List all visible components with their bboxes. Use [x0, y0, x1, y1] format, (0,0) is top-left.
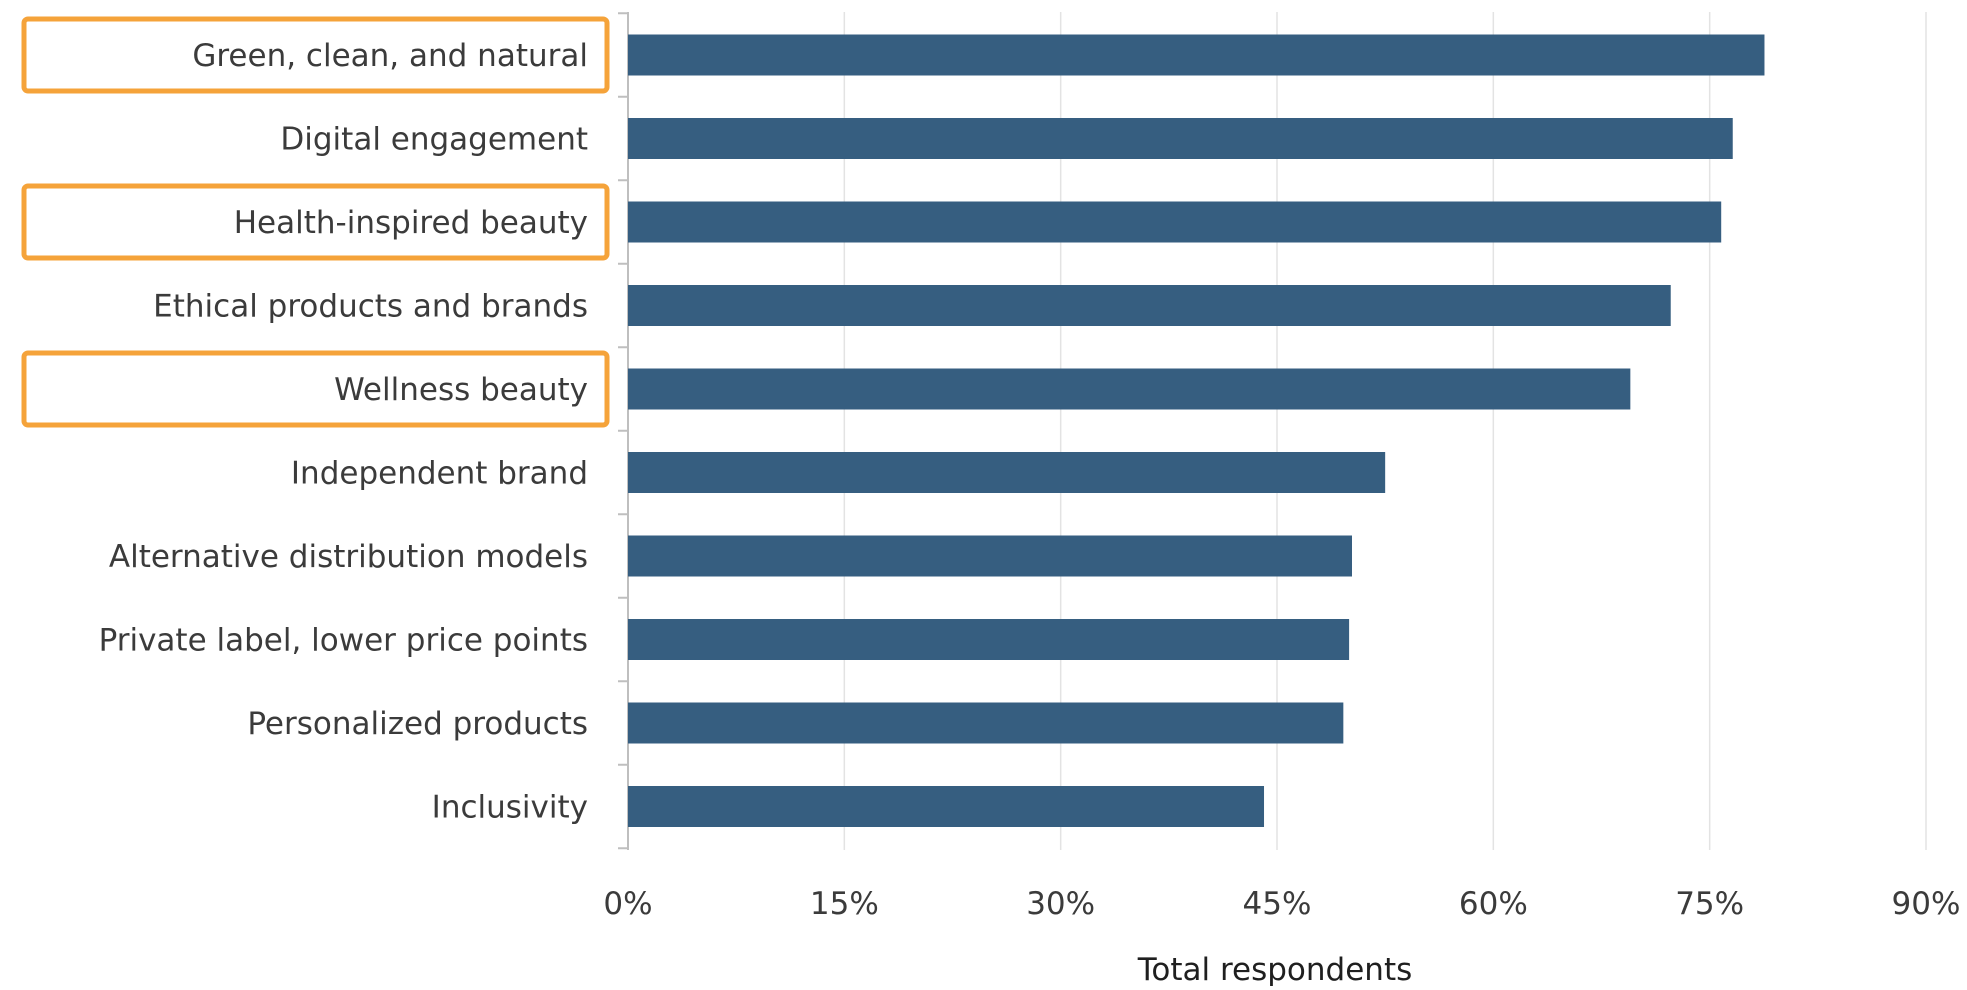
bar	[628, 34, 1765, 76]
x-tick-label: 60%	[1459, 886, 1528, 922]
category-label: Ethical products and brands	[153, 289, 588, 325]
bar	[628, 118, 1733, 159]
category-label: Independent brand	[291, 456, 588, 492]
x-tick-label: 90%	[1892, 886, 1961, 922]
x-tick-label: 45%	[1243, 886, 1312, 922]
category-label: Health-inspired beauty	[234, 205, 588, 241]
bar	[628, 201, 1722, 243]
x-tick-label: 15%	[810, 886, 879, 922]
x-tick-label: 0%	[603, 886, 652, 922]
bar	[628, 702, 1344, 744]
category-label: Wellness beauty	[334, 372, 588, 408]
bar	[628, 285, 1671, 326]
x-tick-label: 75%	[1675, 886, 1744, 922]
category-labels: Green, clean, and natural Digital engagem…	[99, 38, 588, 826]
highlight-box	[21, 350, 610, 428]
bar	[628, 619, 1350, 660]
category-label: Green, clean, and natural	[192, 38, 588, 74]
category-label: Personalized products	[247, 706, 588, 742]
x-tick-labels: 0% 15% 30% 45% 60% 75% 90%	[603, 886, 1960, 922]
category-label: Alternative distribution models	[109, 539, 588, 575]
y-axis	[618, 12, 629, 850]
bar	[628, 368, 1631, 410]
bars	[628, 34, 1765, 827]
category-label: Private label, lower price points	[99, 623, 588, 659]
bar	[628, 786, 1265, 827]
highlight-box	[21, 16, 610, 94]
bar	[628, 452, 1386, 493]
x-axis-title: Total respondents	[1137, 952, 1413, 986]
bar	[628, 535, 1352, 577]
category-label: Inclusivity	[432, 790, 588, 826]
category-label: Digital engagement	[280, 122, 588, 158]
highlight-box	[21, 183, 610, 261]
highlight-boxes	[21, 16, 610, 428]
x-tick-label: 30%	[1026, 886, 1095, 922]
